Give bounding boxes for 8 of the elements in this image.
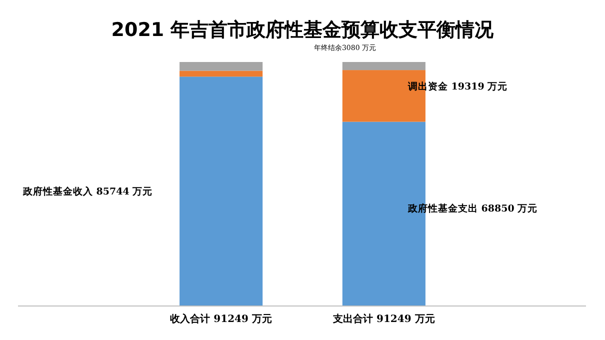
annotation: 政府性基金收入 85744 万元 xyxy=(22,185,153,198)
x-tick-label: 支出合计 91249 万元 xyxy=(332,313,435,325)
bar xyxy=(180,76,263,306)
bar xyxy=(342,62,426,70)
chart-title: 2021 年吉首市政府性基金预算收支平衡情况 xyxy=(111,19,495,41)
bar xyxy=(180,70,263,77)
x-tick-label: 收入合计 91249 万元 xyxy=(170,313,272,325)
bar xyxy=(180,62,263,71)
